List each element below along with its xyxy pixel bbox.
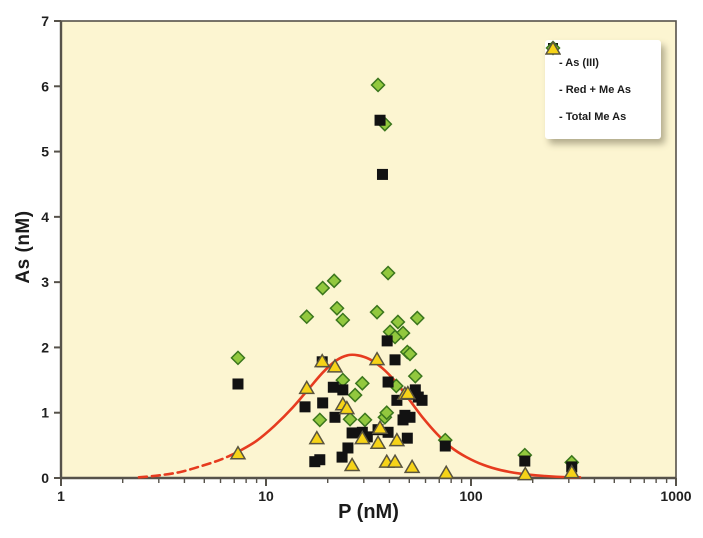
data-point-triangle [313, 353, 331, 368]
data-point-square [337, 384, 349, 396]
triangle-marker-icon [545, 40, 561, 55]
data-point-square [404, 411, 416, 423]
data-point-diamond [370, 77, 386, 93]
data-point-diamond [326, 273, 342, 289]
legend-item-red-me-as: - Red + Me As [545, 40, 653, 103]
data-point-square [329, 411, 341, 423]
data-point-triangle [326, 358, 344, 373]
data-point-square [381, 335, 393, 347]
data-point-square [416, 394, 428, 406]
data-point-diamond [299, 309, 315, 325]
data-point-triangle [354, 430, 371, 445]
fit-curve-dashed [137, 450, 240, 479]
data-point-diamond [379, 405, 395, 421]
data-point-square [409, 384, 421, 396]
data-point-square [376, 168, 388, 180]
legend: - As (III) - Red + Me As - Total Me As [545, 40, 661, 139]
data-point-diamond [380, 265, 396, 281]
data-point-diamond [315, 280, 331, 296]
legend-item-as-iii: - As (III) [548, 43, 653, 76]
data-point-diamond [407, 368, 423, 384]
data-point-square [342, 442, 354, 454]
data-point-diamond [342, 411, 358, 427]
data-point-triangle [338, 400, 356, 415]
y-tick-label: 0 [41, 470, 49, 486]
data-point-triangle [399, 385, 417, 400]
x-axis-label: P (nM) [338, 501, 399, 523]
data-point-triangle [371, 419, 389, 434]
data-point-triangle [386, 453, 404, 468]
data-point-square [389, 354, 401, 366]
x-tick-label: 10 [258, 488, 274, 504]
data-point-triangle [516, 466, 534, 481]
data-point-triangle [229, 445, 247, 460]
data-point-square [361, 431, 373, 443]
y-axis-label: As (nM) [13, 210, 34, 284]
legend-label: - Red + Me As [559, 83, 632, 96]
data-point-square [391, 394, 403, 406]
data-point-diamond [335, 312, 351, 328]
data-point-square [309, 456, 321, 468]
y-tick-label: 2 [41, 339, 49, 355]
data-point-diamond [354, 375, 370, 391]
y-tick-label: 6 [41, 78, 49, 94]
data-point-square [401, 432, 413, 444]
data-point-square [299, 401, 311, 413]
data-point-square [374, 114, 386, 126]
y-tick-label: 7 [41, 13, 49, 29]
y-tick-label: 1 [41, 405, 49, 421]
data-point-square [327, 381, 339, 393]
x-tick-label: 1 [57, 488, 65, 504]
data-point-triangle [388, 432, 406, 447]
data-point-diamond [409, 310, 425, 326]
legend-label: - Total Me As [559, 110, 627, 123]
legend-label: - As (III) [559, 56, 599, 69]
data-point-diamond [395, 325, 411, 341]
data-point-diamond [329, 300, 345, 316]
data-point-diamond [390, 314, 406, 330]
data-point-triangle [437, 464, 455, 480]
data-point-triangle [343, 456, 361, 472]
data-point-square [317, 397, 329, 409]
data-point-diamond [312, 412, 328, 428]
x-tick-label: 100 [459, 488, 483, 504]
data-point-square [346, 427, 358, 439]
y-tick-label: 5 [41, 144, 49, 160]
data-point-square [519, 455, 531, 467]
data-point-diamond [230, 350, 246, 366]
data-point-diamond [369, 304, 385, 320]
data-point-triangle [369, 434, 387, 449]
data-point-square [439, 440, 451, 452]
data-point-square [382, 376, 394, 388]
data-point-triangle [298, 379, 316, 395]
x-tick-label: 1000 [660, 488, 691, 504]
data-point-triangle [368, 351, 386, 366]
data-point-diamond [347, 387, 363, 403]
data-point-triangle [403, 458, 421, 474]
y-tick-label: 4 [41, 209, 49, 225]
legend-item-total-me-as: - Total Me As [545, 40, 653, 130]
data-point-diamond [387, 329, 403, 345]
data-point-triangle [563, 464, 581, 479]
data-point-diamond [357, 412, 373, 428]
data-point-square [232, 378, 244, 390]
data-point-triangle [308, 430, 326, 445]
data-point-square [336, 451, 348, 463]
y-tick-label: 3 [41, 274, 49, 290]
data-point-square [382, 426, 394, 438]
data-point-diamond [402, 346, 418, 362]
